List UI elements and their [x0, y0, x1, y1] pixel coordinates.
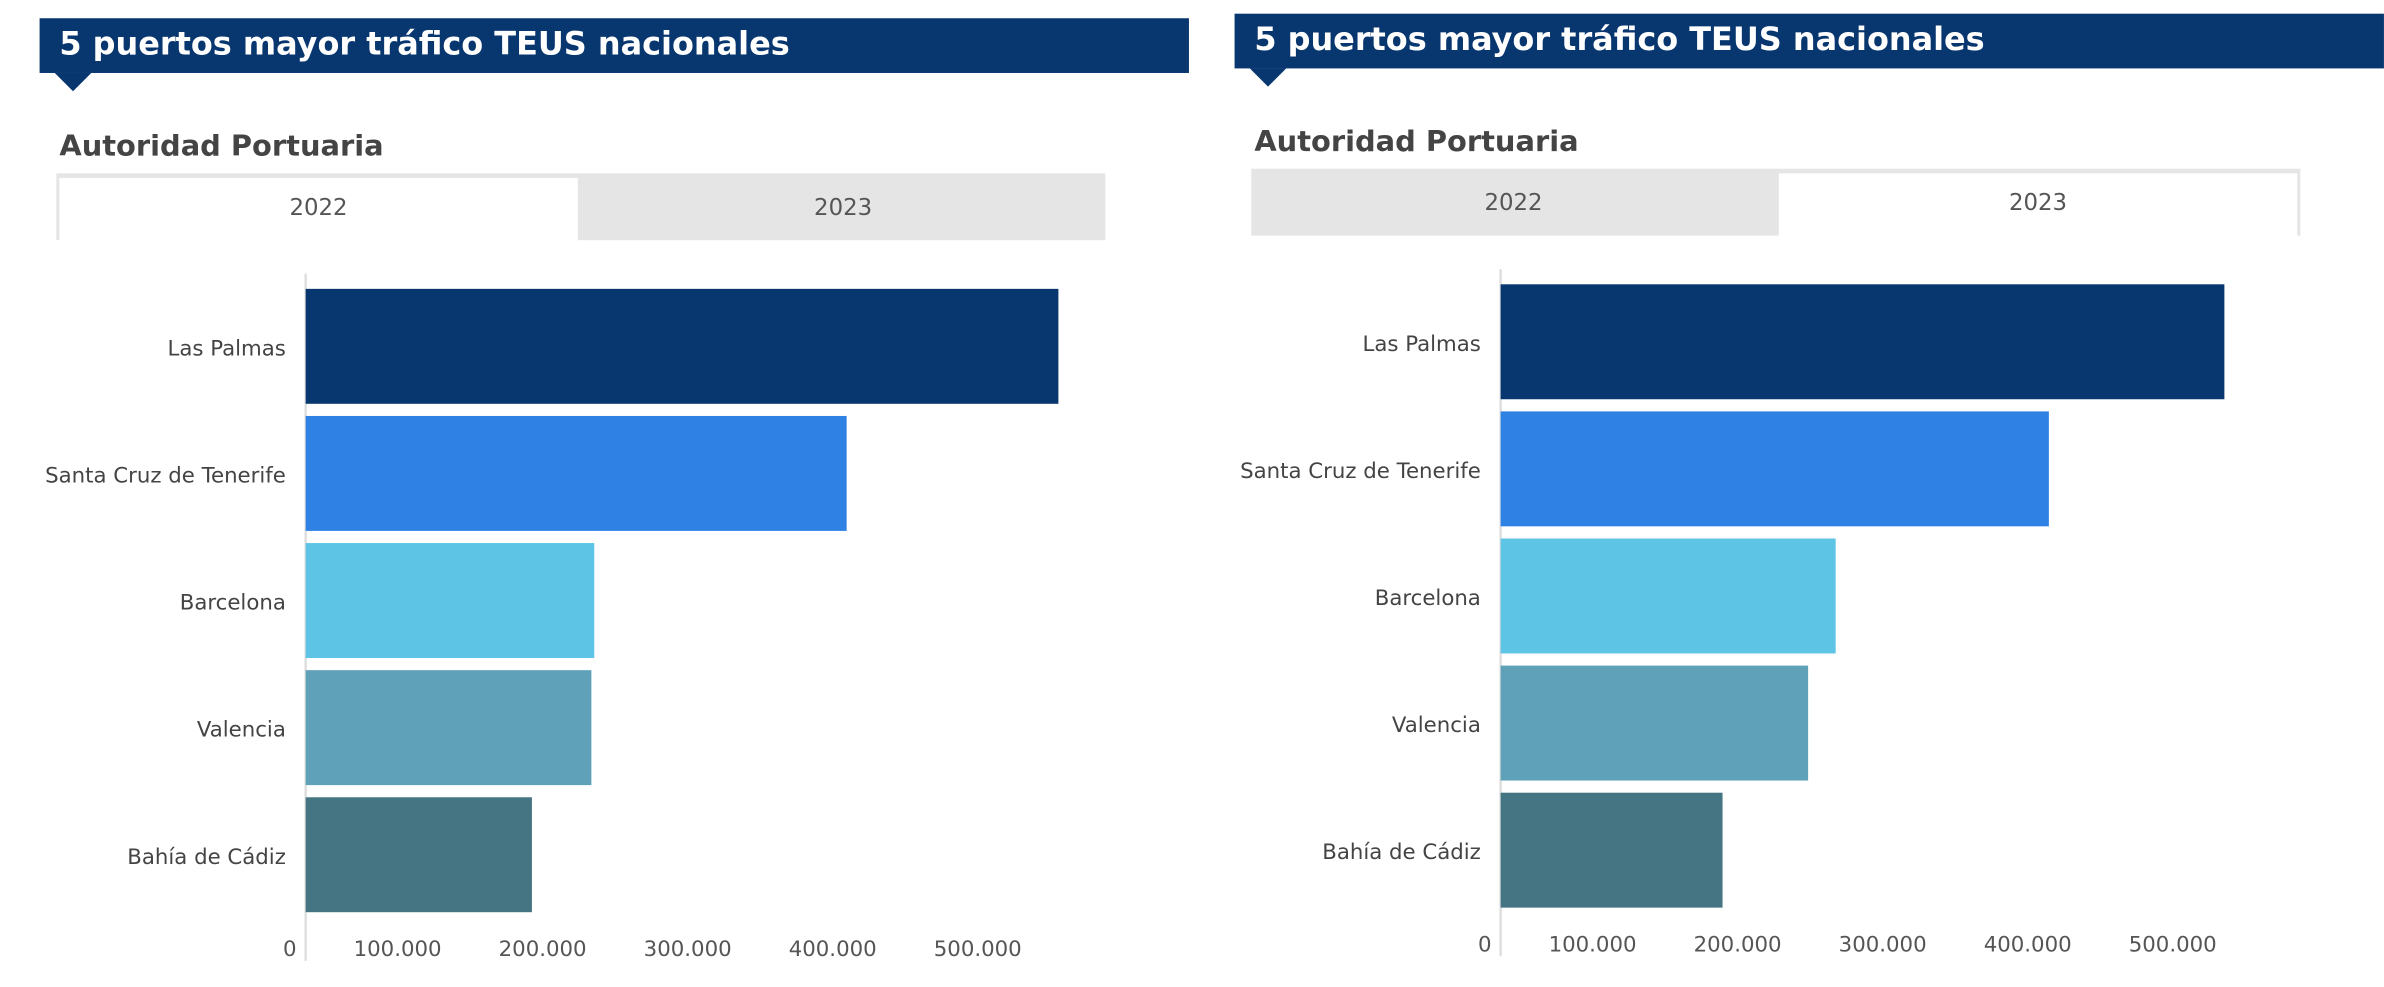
category-label: Bahía de Cádiz [127, 845, 286, 870]
bar [1500, 284, 2225, 400]
panel: 5 puertos mayor tráfico TEUS nacionales A… [1234, 13, 2384, 958]
x-tick-label: 0 [283, 937, 297, 962]
bar [1500, 538, 1836, 654]
category-label: Valencia [197, 718, 286, 743]
category-label: Santa Cruz de Tenerife [45, 463, 286, 488]
bar [1500, 665, 1809, 781]
tab-label[interactable]: 2022 [1485, 190, 1543, 216]
subtitle: Autoridad Portuaria [59, 128, 383, 162]
x-tick-label: 300.000 [644, 937, 732, 962]
x-tick-label: 400.000 [1984, 933, 2072, 958]
bar [1500, 792, 1723, 908]
title-bar [1234, 13, 2384, 69]
x-tick-label: 200.000 [1694, 933, 1782, 958]
x-tick-label: 100.000 [354, 937, 442, 962]
category-label: Santa Cruz de Tenerife [1240, 459, 1481, 484]
x-tick-label: 200.000 [499, 937, 587, 962]
bar [305, 288, 1059, 404]
bar [1500, 411, 2049, 527]
category-label: Valencia [1392, 713, 1481, 738]
bar [305, 415, 847, 531]
x-tick-label: 300.000 [1839, 933, 1927, 958]
x-tick-label: 400.000 [789, 937, 877, 962]
x-tick-label: 100.000 [1549, 933, 1637, 958]
tab-selected [1778, 173, 2298, 239]
bar [305, 543, 595, 658]
tab-selected [59, 177, 578, 244]
category-label: Barcelona [180, 591, 286, 616]
title-pointer [54, 72, 92, 92]
bar [305, 670, 592, 786]
x-tick-label: 0 [1478, 933, 1492, 958]
category-label: Las Palmas [168, 336, 286, 361]
x-tick-label: 500.000 [2129, 933, 2217, 958]
panel-title: 5 puertos mayor tráfico TEUS nacionales [59, 25, 789, 63]
title-pointer [1249, 68, 1287, 87]
panel-title: 5 puertos mayor tráfico TEUS nacionales [1254, 20, 1984, 58]
category-label: Barcelona [1375, 586, 1481, 611]
category-label: Las Palmas [1363, 332, 1481, 357]
title-bar [39, 18, 1189, 73]
tab-label[interactable]: 2023 [814, 195, 872, 221]
subtitle: Autoridad Portuaria [1254, 124, 1578, 158]
category-label: Bahía de Cádiz [1322, 840, 1481, 865]
x-tick-label: 500.000 [934, 937, 1022, 962]
panel: 5 puertos mayor tráfico TEUS nacionales A… [39, 18, 1189, 962]
bar [305, 797, 532, 913]
tab-label[interactable]: 2023 [2009, 190, 2067, 216]
tab-label[interactable]: 2022 [290, 195, 348, 221]
